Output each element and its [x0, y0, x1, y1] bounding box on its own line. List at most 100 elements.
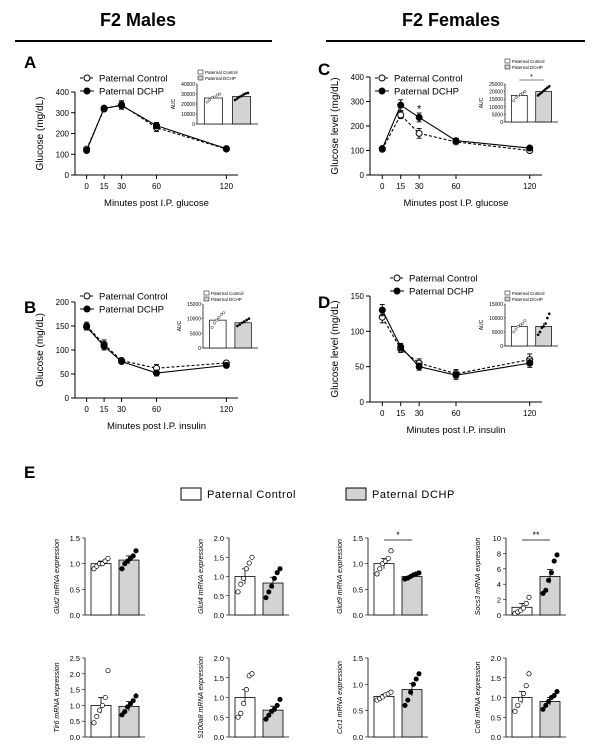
inset-legend-dchp: Paternal DCHP [211, 297, 242, 302]
inset-y-tick-label: 15000 [489, 97, 503, 103]
header-males: F2 Males [100, 10, 176, 30]
inset-data-point [547, 312, 551, 316]
data-point-dchp [405, 697, 411, 703]
y-tick-label: 200 [56, 130, 70, 139]
data-point-dchp [397, 101, 405, 109]
panel-c-chart: 0 100 200 300 400 0 15 30 60 120 Minutes post I.P.… [330, 58, 558, 209]
data-point-dchp [263, 595, 269, 601]
data-point-dchp [526, 144, 534, 152]
data-point-dchp [130, 698, 136, 704]
inset-legend-swatch-dchp [203, 296, 210, 302]
data-point-control [238, 581, 244, 587]
data-point-control [526, 594, 532, 600]
data-point-control [238, 710, 244, 716]
significance-marker: * [396, 530, 400, 540]
bar-dchp [401, 689, 423, 738]
x-tick-label: 30 [415, 409, 424, 418]
inset-data-point [523, 90, 527, 94]
data-point-dchp [543, 587, 549, 593]
data-point-dchp [133, 548, 139, 554]
y-tick-label: 300 [56, 109, 70, 118]
inset-data-point [516, 94, 520, 98]
legend-marker-dchp [393, 287, 401, 295]
y-tick-label: 0.5 [70, 717, 80, 726]
legend-marker-control [393, 274, 401, 282]
legend-marker-dchp [83, 87, 91, 95]
data-point-dchp [554, 552, 560, 558]
panel-label-C: C [318, 60, 330, 79]
y-axis-label: Glucose (mg/dL) [35, 97, 46, 171]
inset-y-axis-label: AUC [171, 98, 177, 109]
y-tick-label: 50 [60, 370, 69, 379]
inset-legend-swatch-dchp [504, 296, 511, 302]
inset-data-point [540, 326, 544, 330]
y-tick-label: 8 [497, 549, 501, 558]
legend-e-label-dchp: Paternal DCHP [372, 489, 455, 501]
data-point-dchp [397, 343, 405, 351]
inset-data-point [544, 87, 547, 91]
inset-y-tick-label: 10000 [181, 112, 195, 118]
y-tick-label: 100 [56, 346, 70, 355]
panel-e-bar-chart: 0.0 0.5 1.0 1.5 2.0 S100a8 mRNA expression [198, 654, 289, 742]
inset-data-point [233, 98, 237, 102]
data-point-dchp [271, 706, 277, 712]
bar-dchp [401, 576, 423, 616]
inset-legend-dchp: Paternal DCHP [512, 297, 543, 302]
inset-data-point [521, 322, 525, 325]
inset-legend-control: Paternal Control [205, 70, 238, 75]
inset-y-tick-label: 25000 [489, 82, 503, 88]
legend-label-dchp: Paternal DCHP [409, 287, 474, 298]
panel-e-bar-chart: 0.0 0.5 1.0 1.5 Glut9 mRNA expression * [337, 530, 428, 620]
data-point-control [520, 690, 526, 697]
y-tick-label: 1.0 [353, 560, 363, 569]
panel-d-chart: 0 50 100 150 0 15 30 60 120 Minutes post I.P. ins… [330, 274, 558, 436]
inset-data-point [245, 318, 249, 322]
legend-marker-dchp [83, 305, 91, 313]
y-tick-label: 0.5 [214, 592, 224, 601]
data-point-control [512, 708, 518, 714]
data-point-dchp [554, 689, 560, 695]
panel-b-chart: 0 50 100 150 200 0 15 30 60 120 Minutes post I.P. … [35, 290, 258, 432]
inset-data-point [217, 315, 221, 319]
data-point-dchp [83, 147, 91, 155]
data-point-control [97, 707, 103, 713]
data-point-dchp [378, 145, 386, 153]
panel-label-A: A [24, 53, 36, 72]
data-point-control [102, 694, 108, 701]
y-tick-label: 0.0 [353, 611, 363, 620]
y-axis-label: Glut4 mRNA expression [198, 539, 205, 614]
panel-e-bar-chart: 0.0 0.5 1.0 1.5 2.0 2.5 Tlr6 mRNA expression [54, 654, 145, 742]
y-tick-label: 0.0 [214, 611, 224, 620]
y-tick-label: 100 [56, 150, 70, 159]
y-tick-label: 1.5 [70, 686, 80, 695]
series-line-control [381, 316, 530, 375]
inset-y-axis-label: AUC [479, 319, 485, 330]
y-tick-label: 2 [497, 596, 501, 605]
legend-label-control: Paternal Control [99, 292, 168, 303]
y-tick-label: 0.0 [491, 733, 501, 742]
y-tick-label: 0 [65, 171, 70, 180]
y-tick-label: 0.5 [214, 713, 224, 722]
x-tick-label: 15 [396, 182, 405, 191]
inset-data-point [512, 99, 516, 103]
x-tick-label: 15 [396, 409, 405, 418]
data-point-control [241, 575, 247, 581]
inset-legend-swatch-dchp [504, 64, 511, 70]
inset-legend-swatch-control [504, 58, 511, 64]
y-tick-label: 1.5 [353, 534, 363, 543]
inset-data-point [246, 91, 250, 95]
x-tick-label: 60 [452, 182, 461, 191]
panel-e-bar-chart: 0.0 0.5 1.0 1.5 Glut2 mRNA expression [54, 534, 145, 620]
inset-data-point [546, 86, 549, 90]
y-tick-label: 1.0 [70, 560, 80, 569]
inset-data-point [519, 93, 522, 97]
data-point-dchp [540, 706, 546, 712]
data-point-dchp [540, 590, 546, 596]
data-point-dchp [127, 701, 133, 707]
x-tick-label: 15 [100, 182, 109, 191]
legend-marker-dchp [378, 87, 386, 95]
x-tick-label: 60 [152, 405, 161, 414]
inset-data-point [238, 323, 242, 326]
x-tick-label: 120 [220, 182, 234, 191]
